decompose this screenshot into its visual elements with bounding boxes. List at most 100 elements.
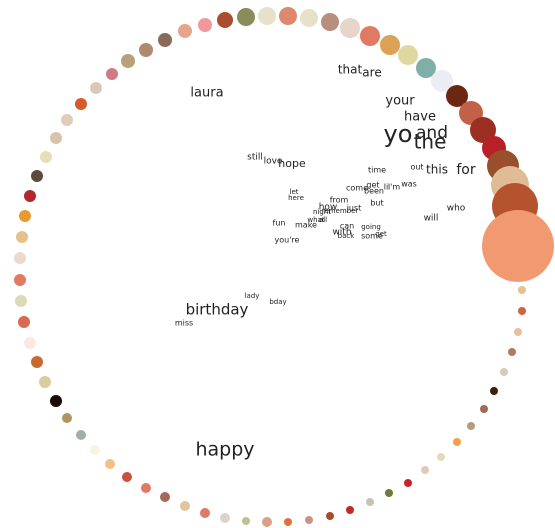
word: what: [307, 216, 324, 224]
ring-dot: [106, 68, 118, 80]
word: going: [361, 223, 381, 231]
word: yo: [384, 120, 413, 148]
ring-dot: [217, 12, 233, 28]
word: that: [338, 63, 363, 77]
word: and: [416, 123, 448, 143]
ring-dot: [326, 512, 334, 520]
ring-dot: [178, 24, 192, 38]
ring-dot: [508, 348, 516, 356]
word: here: [288, 194, 304, 202]
word: the: [414, 130, 447, 154]
word: was: [401, 180, 417, 189]
word: just: [346, 204, 362, 213]
word: who: [447, 204, 466, 214]
ring-dot: [180, 501, 190, 511]
ring-dot: [284, 518, 292, 526]
word: I'm: [388, 183, 401, 192]
word: fun: [273, 219, 286, 228]
ring-dot: [446, 85, 468, 107]
word: remember: [322, 207, 359, 215]
ring-dot: [158, 33, 172, 47]
ring-dot: [346, 506, 354, 514]
ring-dot: [31, 170, 43, 182]
word: for: [456, 162, 475, 178]
word: laura: [190, 86, 223, 101]
word: get: [366, 181, 379, 190]
word: hope: [278, 157, 306, 170]
ring-dot: [75, 98, 87, 110]
ring-dot: [300, 9, 318, 27]
ring-dot: [518, 307, 526, 315]
ring-dot: [50, 395, 62, 407]
ring-dot: [366, 498, 374, 506]
ring-dot: [40, 151, 52, 163]
word: love: [264, 157, 283, 167]
ring-dot: [482, 210, 554, 282]
ring-dot: [14, 274, 26, 286]
ring-dot: [200, 508, 210, 518]
ring-dot: [61, 114, 73, 126]
ring-dot: [198, 18, 212, 32]
ring-dot: [340, 18, 360, 38]
ring-dot: [237, 8, 255, 26]
word: let: [290, 188, 299, 196]
ring-dot: [39, 376, 51, 388]
word: some: [361, 232, 383, 241]
ring-dot: [490, 387, 498, 395]
word: miss: [175, 319, 193, 328]
word: can: [340, 222, 354, 231]
ring-dot: [480, 405, 488, 413]
word: get: [375, 230, 387, 238]
ring-dot: [279, 7, 297, 25]
ring-dot: [62, 413, 72, 423]
ring-dot: [90, 445, 100, 455]
ring-dot: [385, 489, 393, 497]
ring-dot: [139, 43, 153, 57]
ring-dot: [360, 26, 380, 46]
ring-dot: [24, 337, 36, 349]
ring-dot: [321, 13, 339, 31]
word: bday: [269, 298, 286, 306]
word: from: [330, 196, 349, 205]
ring-dot: [467, 422, 475, 430]
ring-dot: [90, 82, 102, 94]
ring-dot: [305, 516, 313, 524]
ring-dot: [31, 356, 43, 368]
word: still: [247, 153, 263, 163]
ring-dot: [431, 70, 453, 92]
ring-dot: [50, 132, 62, 144]
word: have: [404, 110, 436, 125]
ring-dot: [380, 35, 400, 55]
ring-dot: [416, 58, 436, 78]
word: all: [319, 216, 327, 224]
ring-dot: [24, 190, 36, 202]
word: out: [410, 163, 423, 172]
ring-dot: [14, 252, 26, 264]
word: come: [346, 184, 368, 193]
ring-dot: [76, 430, 86, 440]
ring-dot: [220, 513, 230, 523]
ring-dot: [258, 7, 276, 25]
ring-dot: [421, 466, 429, 474]
word: night: [313, 208, 331, 216]
ring-dot: [105, 459, 115, 469]
ring-dot: [15, 295, 27, 307]
word: been: [364, 187, 384, 196]
word: time: [368, 166, 386, 175]
ring-dot: [16, 231, 28, 243]
ring-dot: [160, 492, 170, 502]
word: you're: [275, 236, 300, 245]
word: with: [332, 228, 351, 238]
word: lady: [245, 292, 260, 300]
ring-dot: [514, 328, 522, 336]
ring-dot: [242, 517, 250, 525]
word: back: [338, 232, 356, 240]
word: your: [385, 94, 415, 109]
word: li: [384, 183, 388, 192]
ring-dot: [122, 472, 132, 482]
ring-dot: [453, 438, 461, 446]
word: make: [295, 221, 317, 230]
ring-dot: [18, 316, 30, 328]
